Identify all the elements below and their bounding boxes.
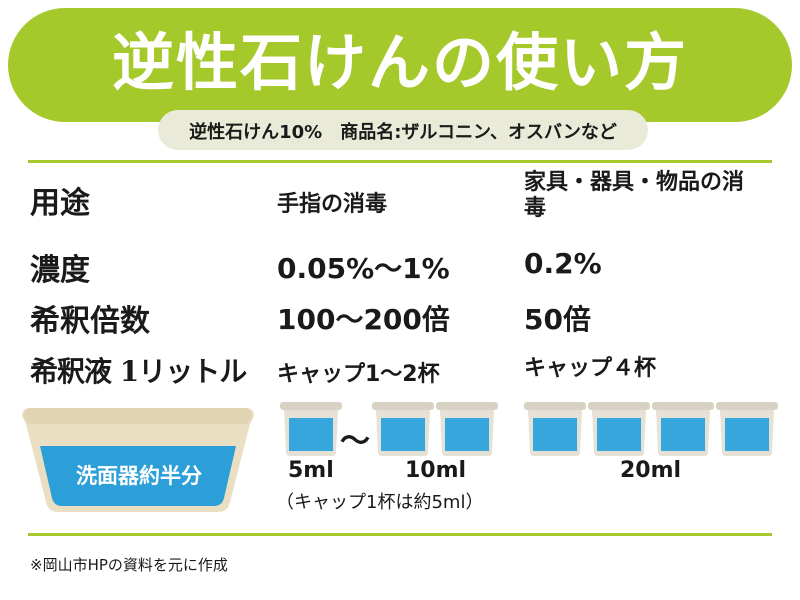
cap-icon xyxy=(588,402,650,456)
divider-bottom xyxy=(28,533,772,536)
row-label-dilution: 希釈倍数 xyxy=(30,304,150,339)
product-subtitle: 逆性石けん10% 商品名:ザルコニン、オスバンなど xyxy=(189,122,617,143)
basin-rim xyxy=(24,408,252,424)
cell-solution-hand: キャップ1〜2杯 xyxy=(277,362,440,387)
row-label-purpose: 用途 xyxy=(30,186,90,221)
cell-concentration-items: 0.2% xyxy=(524,247,602,280)
row-label-solution: 希釈液 1リットル xyxy=(30,355,247,388)
basin-illustration xyxy=(22,408,254,512)
cap-icon xyxy=(372,402,434,456)
cell-concentration-hand: 0.05%〜1% xyxy=(277,252,450,285)
cell-dilution-items: 50倍 xyxy=(524,303,591,336)
range-tilde: 〜 xyxy=(340,424,370,459)
basin-water xyxy=(40,446,236,506)
cell-purpose-hand: 手指の消毒 xyxy=(277,192,388,217)
divider-top xyxy=(28,160,772,163)
cell-dilution-hand: 100〜200倍 xyxy=(277,303,450,336)
cell-purpose-items: 家具・器具・物品の消毒 xyxy=(524,170,745,221)
cap-icon xyxy=(716,402,778,456)
source-footnote: ※岡山市HPの資料を元に作成 xyxy=(30,556,228,574)
volume-20ml: 20ml xyxy=(620,458,682,483)
volume-5ml: 5ml xyxy=(288,458,334,483)
cap-icon xyxy=(436,402,498,456)
cell-solution-items: キャップ４杯 xyxy=(524,356,657,381)
cap-icon xyxy=(280,402,342,456)
row-label-concentration: 濃度 xyxy=(30,253,90,288)
page-title: 逆性石けんの使い方 xyxy=(111,26,688,99)
cap-icon xyxy=(524,402,586,456)
volume-10ml: 10ml xyxy=(405,458,467,483)
cap-volume-note: （キャップ1杯は約5ml） xyxy=(276,492,484,513)
basin-label: 洗面器約半分 xyxy=(76,464,202,488)
title-banner xyxy=(8,8,792,122)
cap-icon xyxy=(652,402,714,456)
subtitle-pill xyxy=(158,110,648,150)
